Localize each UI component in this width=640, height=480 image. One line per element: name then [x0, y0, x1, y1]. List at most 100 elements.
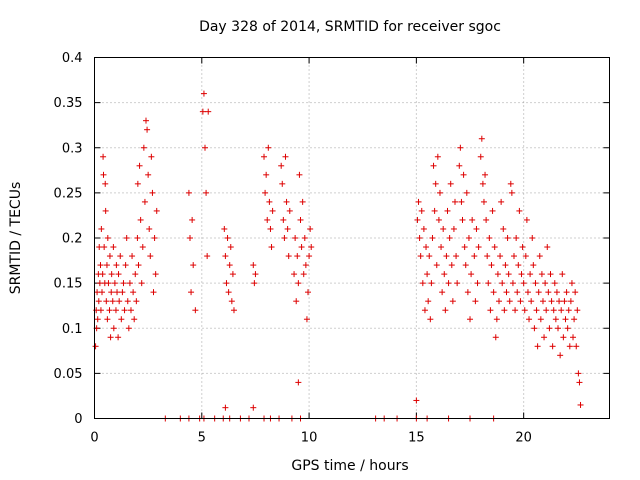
data-point: [528, 298, 535, 305]
data-point: [94, 316, 101, 323]
y-axis-label: SRMTID / TECUs: [8, 182, 24, 295]
data-point: [562, 316, 569, 323]
x-tick-label: 5: [198, 431, 206, 446]
data-point: [152, 271, 159, 278]
data-point: [229, 271, 236, 278]
data-point: [226, 262, 233, 269]
data-point: [222, 404, 229, 411]
data-point: [125, 325, 132, 332]
data-point: [489, 207, 496, 214]
x-tick-label: 0: [90, 431, 98, 446]
data-point: [149, 189, 156, 196]
data-point: [478, 135, 485, 142]
data-point: [548, 298, 555, 305]
data-point: [532, 280, 539, 287]
data-point: [576, 379, 583, 386]
data-point: [281, 235, 288, 241]
data-point: [265, 144, 272, 151]
data-point: [551, 280, 558, 287]
data-point: [132, 271, 139, 278]
y-tick-label: 0.1: [62, 322, 83, 337]
data-point: [202, 144, 209, 151]
data-point: [501, 307, 508, 314]
data-point: [124, 298, 131, 305]
data-point: [500, 225, 507, 232]
data-point: [105, 280, 112, 287]
data-point: [559, 271, 566, 278]
plot-border: [94, 57, 610, 419]
data-point: [135, 262, 142, 269]
data-point: [544, 244, 551, 251]
data-point: [99, 271, 106, 278]
data-point: [286, 207, 293, 214]
data-point: [514, 289, 521, 296]
data-point: [147, 253, 154, 260]
data-point: [524, 289, 531, 296]
data-point: [264, 216, 271, 223]
data-point: [110, 244, 117, 251]
data-point: [464, 289, 471, 296]
data-point: [432, 180, 439, 187]
data-point: [204, 253, 211, 260]
data-point: [499, 280, 506, 287]
data-point: [475, 244, 482, 251]
data-point: [521, 307, 528, 314]
data-point: [522, 253, 529, 260]
data-point: [497, 253, 504, 260]
data-point: [472, 298, 479, 305]
data-point: [506, 298, 513, 305]
data-point: [102, 207, 109, 214]
x-tick-label: 10: [301, 431, 318, 446]
data-point: [536, 253, 543, 260]
data-point: [567, 298, 574, 305]
data-point: [139, 244, 146, 251]
data-point: [112, 307, 119, 314]
data-point: [558, 307, 565, 314]
data-point: [471, 253, 478, 260]
data-point: [519, 244, 526, 251]
data-point: [533, 307, 540, 314]
data-point: [280, 216, 287, 223]
data-point: [462, 262, 469, 269]
y-tick-labels: 0 0.05 0.1 0.15 0.2 0.25 0.3 0.35 0.4: [54, 51, 83, 427]
data-point: [106, 307, 113, 314]
data-point: [465, 235, 472, 241]
data-point: [561, 298, 568, 305]
data-point: [530, 262, 537, 269]
data-point: [228, 298, 235, 305]
data-point: [469, 216, 476, 223]
data-point: [527, 271, 534, 278]
data-point: [185, 189, 192, 196]
data-points: [92, 90, 584, 422]
data-point: [542, 280, 549, 287]
data-point: [545, 289, 552, 296]
y-tick-label: 0.25: [54, 186, 83, 201]
data-point: [539, 298, 546, 305]
y-tick-label: 0.35: [54, 96, 83, 111]
data-point: [428, 280, 435, 287]
data-point: [305, 289, 312, 296]
data-point: [515, 262, 522, 269]
data-point: [512, 307, 519, 314]
data-point: [108, 289, 115, 296]
data-point: [111, 280, 118, 287]
data-point: [123, 235, 130, 241]
data-point: [531, 325, 538, 332]
data-point: [438, 244, 445, 251]
data-point: [136, 162, 143, 169]
data-point: [266, 198, 273, 205]
data-point: [306, 253, 313, 260]
data-point: [565, 307, 572, 314]
data-point: [426, 253, 433, 260]
data-point: [468, 271, 475, 278]
data-point: [137, 216, 144, 223]
data-point: [119, 289, 126, 296]
data-point: [302, 262, 309, 269]
data-point: [491, 244, 498, 251]
data-point: [303, 316, 310, 323]
data-point: [493, 316, 500, 323]
data-point: [435, 216, 442, 223]
data-point: [99, 289, 106, 296]
data-point: [262, 189, 269, 196]
data-point: [301, 235, 308, 241]
